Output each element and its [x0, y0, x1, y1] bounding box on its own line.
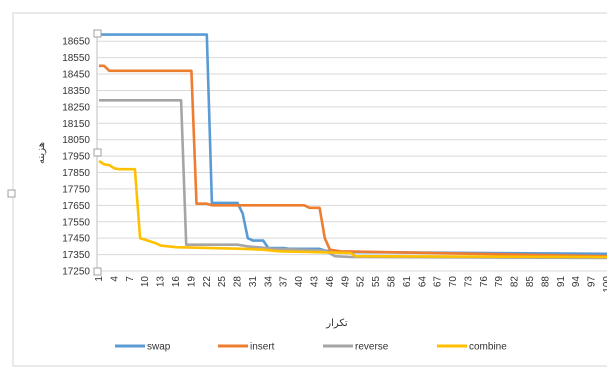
- x-tick-label-13: 40: [294, 276, 305, 288]
- gridlines: [96, 33, 607, 272]
- x-tick-labels: 1 4 7 10 13 16 19 22 25 28 31 34 37 40 43 46 49 52 55 58 61 6…: [94, 276, 607, 293]
- x-tick-label-19: 58: [386, 276, 397, 288]
- x-tick-label-6: 19: [186, 276, 197, 288]
- x-tick-label-16: 49: [340, 276, 351, 288]
- x-tick-label-18: 55: [371, 276, 382, 288]
- x-tick-label-15: 46: [325, 276, 336, 288]
- x-tick-label-0: 1: [94, 276, 105, 282]
- x-tick-label-7: 22: [202, 276, 213, 288]
- legend: swap insert reverse combine: [115, 342, 507, 353]
- legend-label-combine: combine: [469, 342, 507, 353]
- series-line-reverse: [99, 99, 607, 260]
- plot-handle-top[interactable]: [93, 29, 102, 38]
- y-tick-label-7: 17950: [62, 152, 90, 163]
- x-tick-label-26: 79: [494, 276, 505, 288]
- x-tick-label-14: 43: [310, 276, 321, 288]
- x-tick-label-10: 31: [248, 276, 259, 288]
- y-tick-label-5: 18150: [62, 119, 90, 130]
- y-axis-title: هزینه: [36, 142, 47, 164]
- legend-label-swap: swap: [147, 342, 171, 353]
- x-tick-label-12: 37: [279, 276, 290, 288]
- plot-handle-middle[interactable]: [93, 148, 102, 157]
- x-axis-title: تکرار: [325, 318, 348, 329]
- x-tick-label-28: 85: [525, 276, 536, 288]
- x-tick-label-23: 70: [448, 276, 459, 288]
- left-resize-handle[interactable]: [7, 189, 16, 198]
- x-tick-label-30: 91: [556, 276, 567, 288]
- x-tick-label-21: 64: [417, 276, 428, 288]
- series-line-insert: [99, 64, 607, 258]
- y-tick-label-1: 18550: [62, 53, 90, 64]
- x-tick-label-4: 13: [156, 276, 167, 288]
- y-tick-label-0: 18650: [62, 37, 90, 48]
- y-tick-label-6: 18050: [62, 135, 90, 146]
- y-tick-label-13: 17350: [62, 250, 90, 261]
- x-tick-label-2: 7: [125, 276, 136, 282]
- x-tick-label-8: 25: [217, 276, 228, 288]
- y-tick-label-3: 18350: [62, 86, 90, 97]
- legend-label-reverse: reverse: [355, 342, 389, 353]
- series-line-combine: [98, 159, 607, 259]
- plot-handle-bottom[interactable]: [93, 267, 102, 276]
- x-tick-label-32: 97: [587, 276, 598, 288]
- y-tick-label-10: 17650: [62, 201, 90, 212]
- y-tick-label-8: 17850: [62, 168, 90, 179]
- y-tick-label-4: 18250: [62, 102, 90, 113]
- x-tick-label-31: 94: [571, 276, 582, 288]
- y-tick-label-11: 17550: [62, 217, 90, 228]
- y-tick-label-9: 17750: [62, 184, 90, 195]
- x-tick-label-20: 61: [402, 276, 413, 288]
- y-tick-label-2: 18450: [62, 70, 90, 81]
- x-tick-label-29: 88: [540, 276, 551, 288]
- x-tick-label-5: 16: [171, 276, 182, 288]
- x-tick-label-33: 100: [602, 276, 607, 293]
- x-tick-label-9: 28: [233, 276, 244, 288]
- series-lines: [98, 33, 607, 260]
- x-tick-label-17: 52: [356, 276, 367, 288]
- x-tick-label-27: 82: [510, 276, 521, 288]
- y-tick-labels: 18650 18550 18450 18350 18250 18150 18050 17950…: [62, 37, 90, 278]
- legend-label-insert: insert: [250, 342, 275, 353]
- x-tick-label-24: 73: [463, 276, 474, 288]
- x-tick-label-1: 4: [109, 276, 120, 282]
- series-line-swap: [99, 33, 607, 256]
- x-tick-label-3: 10: [140, 276, 151, 288]
- y-tick-label-14: 17250: [62, 267, 90, 278]
- x-tick-label-22: 67: [433, 276, 444, 288]
- y-tick-label-12: 17450: [62, 234, 90, 245]
- x-tick-label-11: 34: [263, 276, 274, 288]
- x-tick-label-25: 76: [479, 276, 490, 288]
